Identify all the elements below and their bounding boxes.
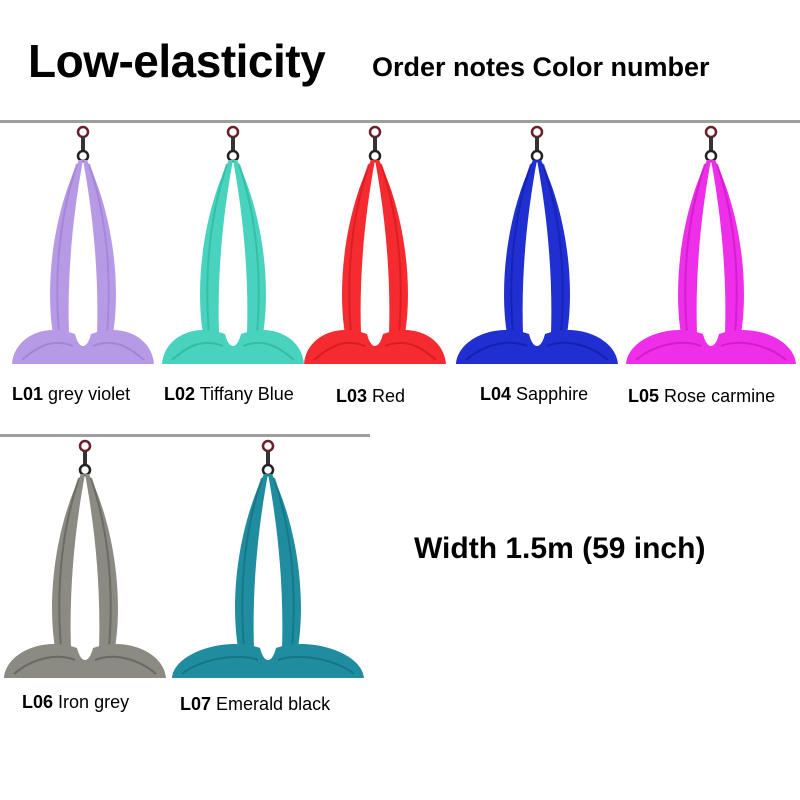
silk-right-strand	[233, 160, 266, 334]
swatch-label-l07: L07 Emerald black	[180, 694, 330, 715]
swivel-icon	[83, 451, 87, 465]
color-name: Sapphire	[516, 384, 589, 404]
silk-right-strand	[537, 160, 570, 334]
silk-fold-line	[171, 341, 295, 361]
silk-fold-line	[58, 477, 80, 649]
page-subtitle: Order notes Color number	[372, 52, 710, 82]
silk-left-strand	[504, 160, 537, 334]
width-note: Width 1.5m (59 inch)	[414, 532, 706, 565]
silk-fold-line	[181, 655, 355, 675]
silk-swatch-l06	[4, 439, 166, 678]
silk-left-strand	[678, 160, 711, 334]
silk-fold-line	[465, 341, 609, 361]
swatch-label-l01: L01 grey violet	[12, 384, 130, 405]
swivel-icon	[231, 137, 235, 151]
carabiner-icon	[226, 149, 240, 163]
swatch-label-l03: L03 Red	[336, 386, 405, 407]
swivel-icon	[266, 451, 270, 465]
silk-left-strand	[52, 474, 85, 648]
silk-fold-line	[635, 341, 787, 361]
color-code: L02	[164, 384, 196, 404]
rescue-ring-icon	[368, 125, 382, 139]
silk-fold-line	[88, 163, 110, 335]
swatch-label-l06: L06 Iron grey	[22, 692, 129, 713]
silk-pool	[304, 329, 446, 364]
silk-fold-line	[238, 163, 260, 335]
color-name: Tiffany Blue	[199, 384, 294, 404]
silk-left-strand	[200, 160, 233, 334]
silk-fold-line	[684, 163, 706, 335]
swatch-label-l02: L02 Tiffany Blue	[164, 384, 294, 405]
carabiner-icon	[704, 149, 718, 163]
silk-swatch-l03	[304, 125, 446, 364]
silk-left-strand	[50, 160, 83, 334]
color-name: Emerald black	[216, 694, 331, 714]
swatch-label-l05: L05 Rose carmine	[628, 386, 775, 407]
color-name: Rose carmine	[664, 386, 776, 406]
silk-right-strand	[711, 160, 744, 334]
swivel-icon	[535, 137, 539, 151]
page-title: Low-elasticity	[28, 35, 326, 87]
silk-fold-line	[56, 163, 78, 335]
silk-fold-line	[510, 163, 532, 335]
silk-fold-line	[206, 163, 228, 335]
color-code: L01	[12, 384, 44, 404]
carabiner-icon	[76, 149, 90, 163]
silk-left-strand	[342, 160, 375, 334]
silk-fold-line	[90, 477, 112, 649]
swivel-icon	[81, 137, 85, 151]
silk-fold-line	[21, 341, 145, 361]
silk-fold-line	[716, 163, 738, 335]
silk-swatch-l02	[162, 125, 304, 364]
color-name: Red	[372, 386, 406, 406]
silk-pool	[626, 329, 796, 364]
rescue-ring-icon	[76, 125, 90, 139]
silk-fold-line	[273, 477, 295, 649]
color-name: grey violet	[48, 384, 131, 404]
color-code: L06	[22, 692, 54, 712]
silk-right-strand	[85, 474, 118, 648]
color-code: L05	[628, 386, 660, 406]
hanging-rail-bottom	[0, 434, 370, 437]
silk-pool	[4, 643, 166, 678]
silk-pool	[162, 329, 304, 364]
carabiner-icon	[78, 463, 92, 477]
swivel-icon	[373, 137, 377, 151]
rescue-ring-icon	[704, 125, 718, 139]
color-code: L03	[336, 386, 368, 406]
silk-swatch-l04	[456, 125, 618, 364]
color-code: L07	[180, 694, 212, 714]
silk-fold-line	[348, 163, 370, 335]
silk-fold-line	[380, 163, 402, 335]
color-name: Iron grey	[58, 692, 130, 712]
rescue-ring-icon	[78, 439, 92, 453]
silk-swatch-l07	[172, 439, 364, 678]
silk-swatch-l05	[626, 125, 796, 364]
carabiner-icon	[368, 149, 382, 163]
silk-fold-line	[241, 477, 263, 649]
carabiner-icon	[261, 463, 275, 477]
rescue-ring-icon	[226, 125, 240, 139]
carabiner-icon	[530, 149, 544, 163]
silk-fold-line	[313, 341, 437, 361]
swivel-icon	[709, 137, 713, 151]
silk-right-strand	[83, 160, 116, 334]
swatch-label-l04: L04 Sapphire	[480, 384, 588, 405]
rescue-ring-icon	[530, 125, 544, 139]
silk-right-strand	[268, 474, 301, 648]
silk-fold-line	[542, 163, 564, 335]
silk-pool	[12, 329, 154, 364]
hanging-rail-top	[0, 120, 800, 123]
rescue-ring-icon	[261, 439, 275, 453]
color-code: L04	[480, 384, 512, 404]
silk-left-strand	[235, 474, 268, 648]
silk-pool	[172, 643, 364, 678]
silk-fold-line	[13, 655, 157, 675]
silk-pool	[456, 329, 618, 364]
silk-swatch-l01	[12, 125, 154, 364]
silk-right-strand	[375, 160, 408, 334]
